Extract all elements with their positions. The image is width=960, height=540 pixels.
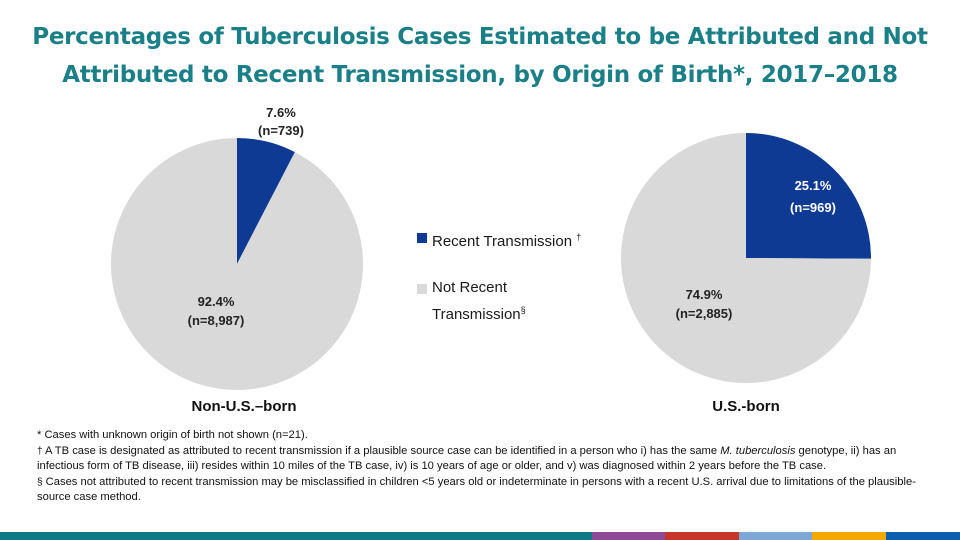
footnote-2-species: M. tuberculosis bbox=[720, 444, 796, 457]
dagger-mark: † bbox=[37, 445, 43, 457]
pie-slice-not-recent bbox=[111, 138, 364, 391]
slice-label-not-recent-n: (n=2,885) bbox=[676, 306, 733, 321]
legend-item-recent: Recent Transmission † bbox=[417, 226, 617, 253]
chart-title-line2: Attributed to Recent Transmission, by Or… bbox=[62, 62, 898, 88]
legend-swatch-recent bbox=[417, 233, 427, 243]
footnotes: * Cases with unknown origin of birth not… bbox=[37, 428, 937, 506]
legend-item-not-recent: Not Recent Transmission§ bbox=[417, 277, 617, 326]
bottom-bar-segment bbox=[592, 532, 665, 540]
footnote-1: * Cases with unknown origin of birth not… bbox=[37, 429, 308, 441]
section-mark: § bbox=[37, 476, 43, 488]
legend-swatch-not-recent bbox=[417, 284, 427, 294]
bottom-color-bar bbox=[0, 532, 960, 540]
legend-label-not-recent: Not Recent Transmission bbox=[432, 279, 521, 323]
slice-label-not-recent-pct: 74.9% bbox=[686, 287, 723, 302]
footnote-2: † A TB case is designated as attributed … bbox=[37, 444, 937, 475]
slice-label-recent-pct: 7.6% bbox=[266, 105, 296, 120]
pie-us-born: 25.1% (n=969) 74.9% (n=2,885) U.S.-born bbox=[621, 133, 872, 415]
bottom-bar-segment bbox=[665, 532, 739, 540]
dagger-mark: † bbox=[576, 232, 582, 242]
chart-title: Percentages of Tuberculosis Cases Estima… bbox=[10, 18, 950, 94]
slice-label-recent-n: (n=739) bbox=[258, 123, 304, 138]
slice-label-not-recent-pct: 92.4% bbox=[198, 294, 235, 309]
pie-slice-recent bbox=[237, 138, 295, 264]
pie-caption: Non-U.S.–born bbox=[192, 398, 297, 415]
legend: Recent Transmission † Not Recent Transmi… bbox=[417, 226, 617, 350]
slice-label-recent-pct: 25.1% bbox=[795, 178, 832, 193]
pie-slice-recent bbox=[746, 133, 872, 259]
legend-label-recent: Recent Transmission bbox=[432, 233, 573, 250]
bottom-bar-segment bbox=[0, 532, 592, 540]
pie-caption: U.S.-born bbox=[712, 398, 780, 415]
section-mark: § bbox=[520, 305, 526, 315]
pie-slice-not-recent bbox=[621, 133, 871, 383]
slice-label-not-recent-n: (n=8,987) bbox=[188, 313, 245, 328]
slice-label-recent-n: (n=969) bbox=[790, 200, 836, 215]
footnote-3: § Cases not attributed to recent transmi… bbox=[37, 475, 937, 506]
pie-non-us-born: 7.6% (n=739) 92.4% (n=8,987) Non-U.S.–bo… bbox=[111, 105, 364, 415]
bottom-bar-segment bbox=[886, 532, 960, 540]
bottom-bar-segment bbox=[739, 532, 812, 540]
bottom-bar-segment bbox=[812, 532, 886, 540]
footnote-3-text: Cases not attributed to recent transmiss… bbox=[37, 475, 916, 504]
footnote-2-text-a: A TB case is designated as attributed to… bbox=[42, 444, 721, 457]
chart-title-line1: Percentages of Tuberculosis Cases Estima… bbox=[32, 24, 928, 50]
footnote-2-text-b: genotype, ii) has an infectious form of … bbox=[37, 444, 897, 473]
